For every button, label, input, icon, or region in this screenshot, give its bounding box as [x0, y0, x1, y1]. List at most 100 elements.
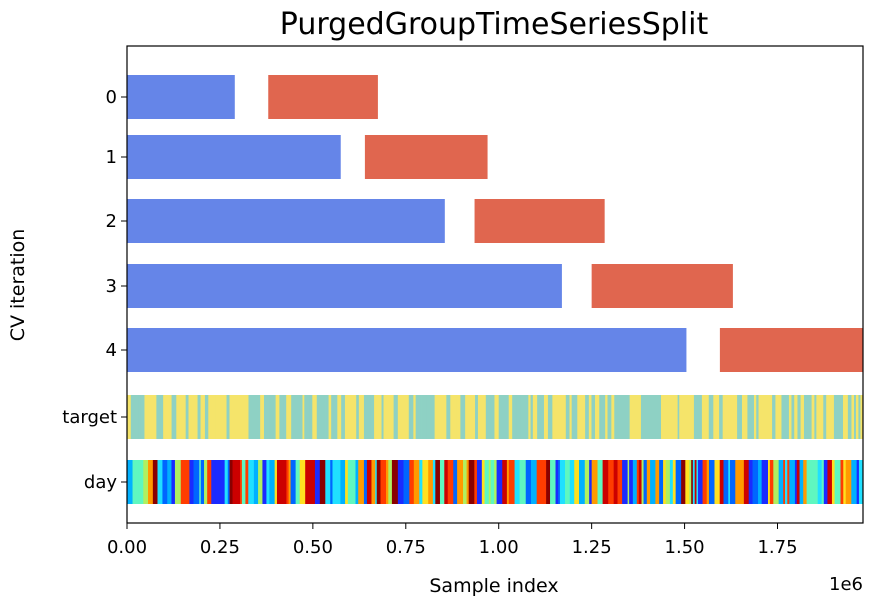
target-stripes-stripe-222: [851, 395, 855, 439]
target-stripes-stripe-35: [248, 395, 253, 439]
day-stripes-stripe-72: [413, 460, 420, 504]
target-stripes-stripe-31: [234, 395, 240, 439]
target-stripes-stripe-11: [165, 395, 170, 439]
day-stripes-stripe-75: [428, 460, 434, 504]
day-stripes-stripe-91: [490, 460, 495, 504]
target-stripes-stripe-4: [140, 395, 145, 439]
day-stripes-stripe-79: [444, 460, 449, 504]
day-stripes-stripe-56: [347, 460, 353, 504]
day-stripes-stripe-124: [632, 460, 638, 504]
target-stripes-stripe-213: [816, 395, 820, 439]
target-stripes-stripe-189: [745, 395, 748, 439]
day-stripes-stripe-190: [856, 460, 860, 504]
y-tick-label-day: day: [84, 472, 117, 493]
target-stripes-stripe-127: [539, 395, 545, 439]
target-stripes-stripe-200: [775, 395, 781, 439]
day-stripes-stripe-81: [453, 460, 458, 504]
day-stripes-stripe-59: [358, 460, 365, 504]
target-stripes-stripe-170: [686, 395, 690, 439]
target-stripes-stripe-44: [275, 395, 280, 439]
target-stripes-stripe-34: [244, 395, 249, 439]
day-stripes-stripe-96: [508, 460, 515, 504]
target-stripes-stripe-209: [803, 395, 808, 439]
target-stripes-stripe-93: [426, 395, 432, 439]
target-stripes-stripe-179: [717, 395, 720, 439]
day-stripes-stripe-112: [579, 460, 586, 504]
day-stripes-stripe-33: [258, 460, 263, 504]
day-stripes-stripe-9: [167, 460, 172, 504]
day-stripes-stripe-68: [391, 460, 399, 504]
x-axis-offset-label: 1e6: [829, 574, 863, 595]
target-stripes-stripe-67: [348, 395, 353, 439]
day-stripes-stripe-38: [276, 460, 283, 504]
target-stripes-stripe-7: [152, 395, 157, 439]
day-stripes-stripe-97: [514, 460, 520, 504]
target-stripes-stripe-101: [453, 395, 458, 439]
target-stripes-stripe-118: [512, 395, 518, 439]
day-stripes-stripe-39: [282, 460, 287, 504]
x-tick-label-1: 0.25: [200, 537, 240, 558]
target-stripes-stripe-173: [697, 395, 703, 439]
day-stripes-stripe-174: [796, 460, 800, 504]
target-stripes-stripe-132: [558, 395, 562, 439]
day-stripes-stripe-73: [419, 460, 423, 504]
day-stripes-stripe-127: [641, 460, 644, 504]
day-stripes-stripe-180: [821, 460, 825, 504]
day-stripes-stripe-50: [325, 460, 331, 504]
day-stripes-stripe-152: [719, 460, 724, 504]
day-stripes-stripe-147: [702, 460, 708, 504]
target-stripes-stripe-138: [574, 395, 578, 439]
target-stripes-stripe-99: [446, 395, 451, 439]
target-stripes-stripe-187: [740, 395, 743, 439]
day-stripes-stripe-109: [565, 460, 571, 504]
day-stripes-stripe-34: [262, 460, 267, 504]
day-stripes-stripe-173: [794, 460, 798, 504]
day-stripes-stripe-69: [397, 460, 404, 504]
test-bar-2: [474, 199, 605, 243]
x-axis-label: Sample index: [429, 575, 558, 597]
day-stripes-stripe-82: [457, 460, 464, 504]
target-stripes-stripe-30: [232, 395, 236, 439]
day-stripes-stripe-99: [522, 460, 527, 504]
target-stripes-stripe-113: [494, 395, 500, 439]
target-stripes-stripe-94: [430, 395, 436, 439]
target-stripes-stripe-122: [525, 395, 529, 439]
target-stripes-stripe-91: [421, 395, 425, 439]
target-stripes-stripe-53: [304, 395, 308, 439]
target-stripes-stripe-154: [629, 395, 633, 439]
day-stripes-stripe-119: [613, 460, 618, 504]
target-stripes-stripe-32: [238, 395, 242, 439]
target-stripes-stripe-124: [530, 395, 534, 439]
target-stripes-stripe-216: [826, 395, 832, 439]
day-stripes-stripe-110: [569, 460, 575, 504]
day-stripes-stripe-3: [140, 460, 144, 504]
target-stripes-stripe-26: [219, 395, 225, 439]
target-stripes-stripe-171: [689, 395, 695, 439]
chart-title: PurgedGroupTimeSeriesSplit: [280, 7, 709, 42]
target-stripes-stripe-217: [831, 395, 835, 439]
target-stripes-stripe-205: [791, 395, 795, 439]
day-stripes-stripe-35: [266, 460, 270, 504]
day-stripes-stripe-158: [743, 460, 750, 504]
day-stripes-stripe-65: [380, 460, 387, 504]
target-stripes-stripe-86: [408, 395, 412, 439]
day-stripes-stripe-24: [227, 460, 230, 504]
day-stripes-stripe-90: [488, 460, 492, 504]
day-stripes-stripe-61: [366, 460, 372, 504]
target-stripes-stripe-50: [297, 395, 302, 439]
target-stripes-stripe-175: [704, 395, 710, 439]
day-stripes-stripe-6: [152, 460, 158, 504]
day-stripes-stripe-162: [758, 460, 763, 504]
day-stripes-stripe-42: [290, 460, 297, 504]
day-stripes-stripe-101: [531, 460, 538, 504]
target-stripes-stripe-188: [741, 395, 747, 439]
day-stripes-stripe-149: [708, 460, 715, 504]
day-stripes-stripe-89: [484, 460, 490, 504]
target-stripes-stripe-163: [661, 395, 666, 439]
target-stripes-stripe-5: [144, 395, 149, 439]
day-stripes-stripe-108: [559, 460, 566, 504]
day-stripes-stripe-106: [555, 460, 559, 504]
target-stripes-stripe-137: [571, 395, 575, 439]
day-stripes-stripe-186: [843, 460, 847, 504]
